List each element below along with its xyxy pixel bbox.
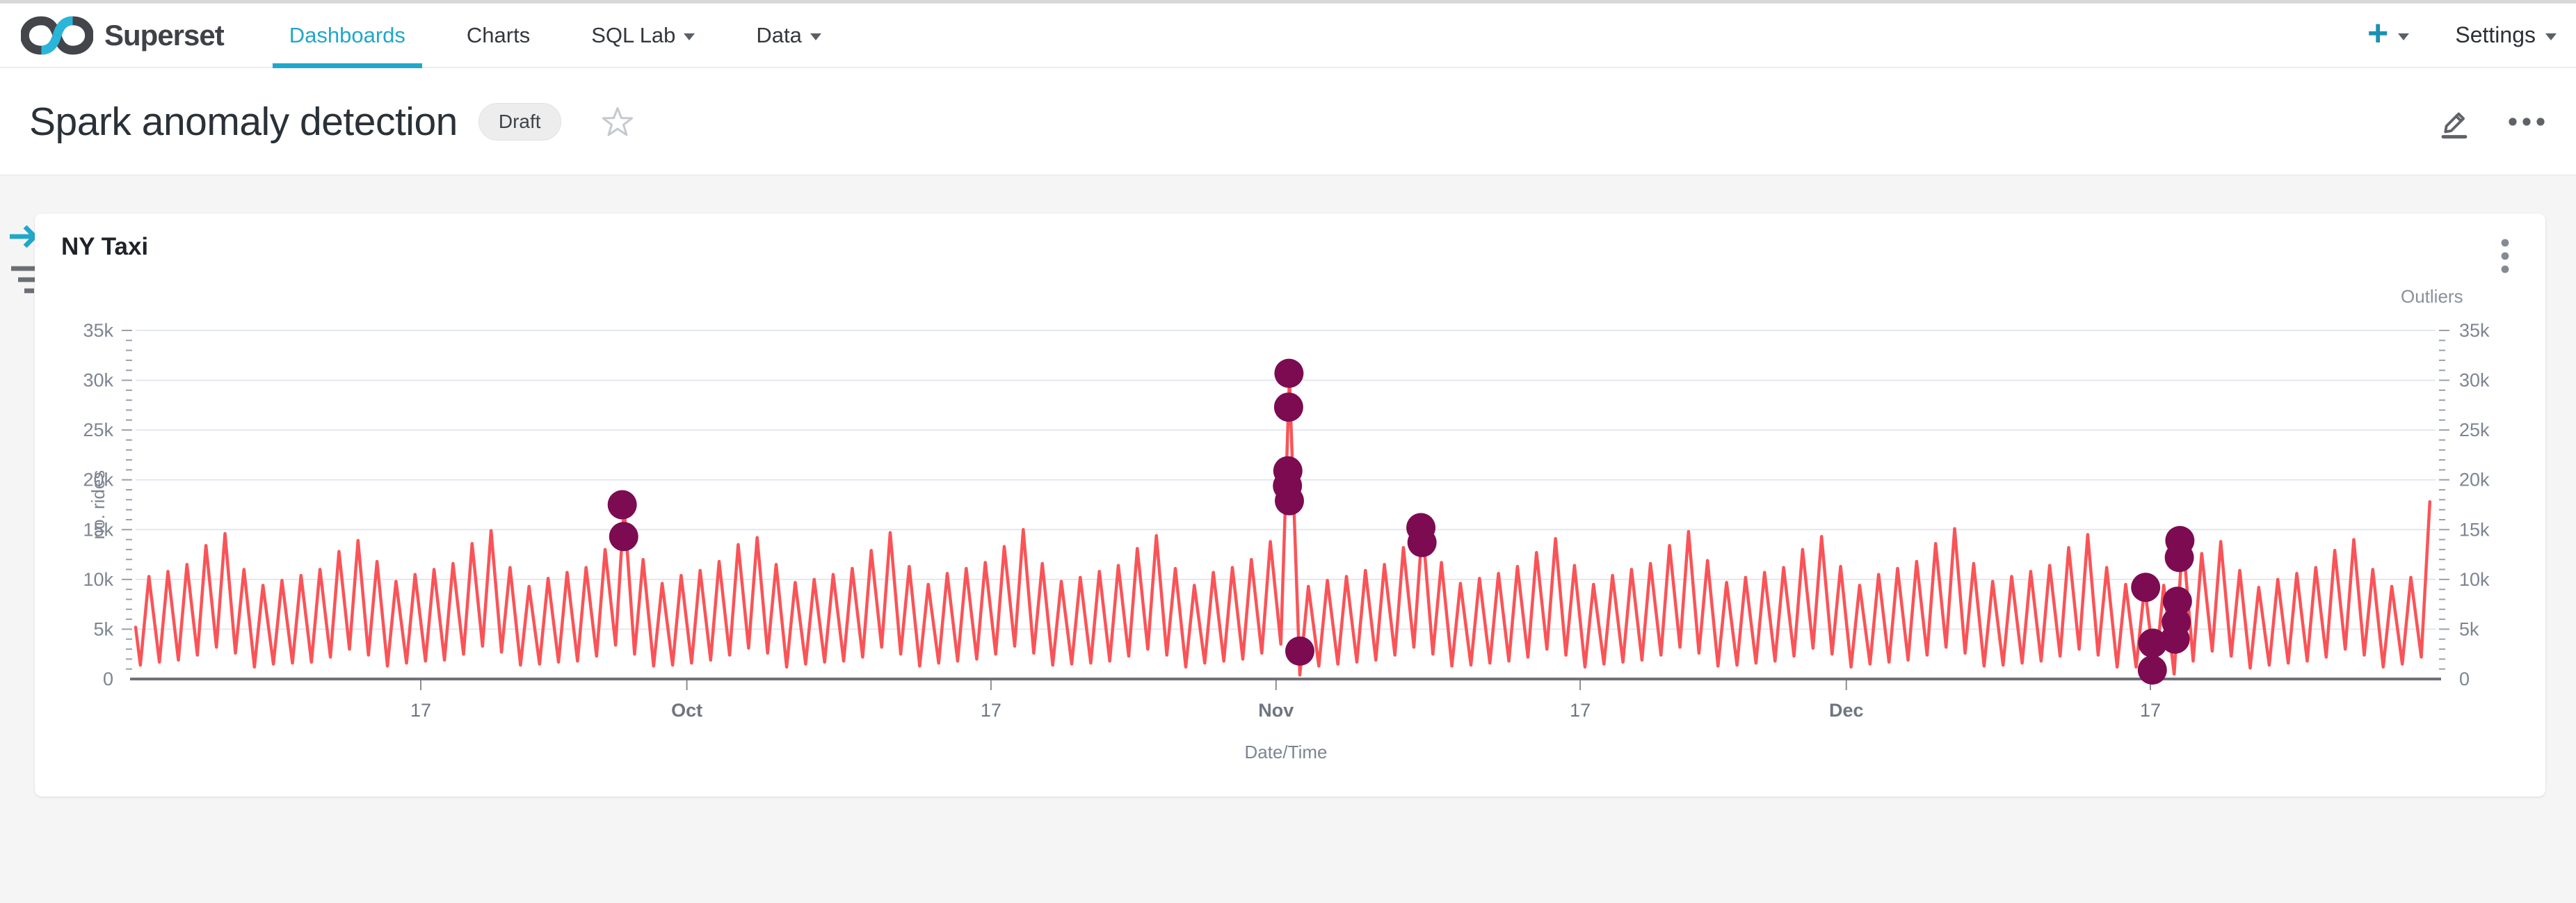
anomaly-outlier-dot [2162,607,2191,637]
x-tick-label: Nov [1258,700,1294,721]
x-tick-label: Dec [1829,700,1864,721]
brand-name: Superset [104,18,225,51]
y-tick-label-left: 5k [93,618,113,639]
right-axis-title: Outliers [2401,286,2463,307]
y-tick-label-right: 0 [2459,669,2470,689]
y-tick-label-right: 5k [2459,618,2479,639]
y-tick-label-right: 30k [2459,370,2490,391]
anomaly-outlier-dot [2131,573,2161,602]
favorite-star-button[interactable] [602,106,634,138]
nav-item-charts[interactable]: Charts [436,3,561,67]
chevron-down-icon [2398,33,2410,40]
settings-label: Settings [2455,22,2536,47]
superset-brand[interactable]: Superset [21,14,225,57]
y-tick-label-left: 20k [83,470,113,490]
anomaly-outlier-dot [607,490,637,520]
top-navbar: Superset Dashboards Charts SQL Lab Data … [0,3,2576,68]
anomaly-outlier-dot [1273,456,1303,486]
x-axis-title: Date/Time [1245,742,1328,762]
nav-item-label: Data [756,22,802,47]
nav-menu: Dashboards Charts SQL Lab Data [259,3,852,68]
chart-card-header: NY Taxi [35,214,2545,284]
plus-icon: + [2367,13,2389,54]
y-tick-label-left: 10k [83,569,113,590]
left-axis-title: no. rides [88,470,108,540]
nav-item-label: SQL Lab [591,22,676,47]
chart-options-button[interactable] [2493,233,2518,284]
x-tick-label: Oct [671,700,702,721]
anomaly-outlier-dot [609,522,638,552]
superset-logo-icon [21,16,93,54]
nytaxi-timeseries-chart[interactable]: 0 0 5k 5k 10k 10k 15k 15k 20k 20k 25k 25k 30k 30k 35k 3… [35,276,2545,791]
anomaly-outlier-dot [1275,486,1304,516]
y-tick-label-left: 0 [103,669,113,689]
y-tick-label-left: 25k [83,419,113,440]
ellipsis-icon [2509,117,2545,126]
window-top-strip [0,0,2576,3]
nav-item-dashboards[interactable]: Dashboards [259,3,436,68]
star-icon [602,106,633,136]
y-tick-label-right: 15k [2459,519,2490,540]
y-tick-label-right: 35k [2459,320,2490,341]
dashboard-body: NY Taxi 0 0 5k 5k 10k 10k 15k 15k 20k 20k 25k 25k 30… [0,175,2576,903]
anomaly-outlier-dot [2137,655,2167,685]
nav-item-sql-lab[interactable]: SQL Lab [561,3,725,67]
nav-item-label: Dashboards [289,22,405,47]
dashboard-actions [2437,104,2547,139]
status-badge: Draft [478,102,561,141]
settings-menu[interactable]: Settings [2455,22,2557,48]
x-tick-label: 17 [2140,700,2161,721]
dashboard-header: Spark anomaly detection Draft [0,68,2576,175]
chart-title: NY Taxi [61,233,149,260]
chart-card-ny-taxi: NY Taxi 0 0 5k 5k 10k 10k 15k 15k 20k 20k 25k 25k 30… [35,214,2545,797]
chevron-down-icon [684,33,695,40]
edit-dashboard-button[interactable] [2437,104,2472,139]
kebab-menu-icon [2501,239,2509,273]
chevron-down-icon [2545,33,2557,40]
anomaly-outlier-dot [2138,628,2168,658]
y-tick-label-right: 25k [2459,419,2490,440]
nav-right: + Settings [2367,15,2557,51]
edit-pencil-icon [2441,112,2468,138]
x-tick-label: 17 [981,700,1001,721]
nav-item-label: Charts [466,22,531,47]
y-tick-label-right: 10k [2459,569,2490,590]
chevron-down-icon [810,33,821,40]
y-tick-label-left: 35k [83,320,113,341]
new-item-button[interactable]: + [2367,15,2410,51]
y-tick-label-left: 30k [83,370,113,391]
y-tick-label-left: 15k [83,519,113,540]
x-tick-label: 17 [1570,700,1591,721]
rides-line-series [134,376,2432,677]
page-title: Spark anomaly detection [29,99,458,144]
anomaly-outlier-dot [1274,358,1304,388]
more-options-button[interactable] [2506,115,2547,128]
anomaly-outlier-dot [1407,527,1437,557]
nav-item-data[interactable]: Data [725,3,851,67]
anomaly-outlier-dot [2162,586,2192,616]
y-tick-label-right: 20k [2459,470,2490,490]
anomaly-outlier-dot [1285,636,1314,666]
x-tick-label: 17 [410,700,431,721]
anomaly-outlier-dot [2165,526,2195,555]
anomaly-outlier-dot [1273,392,1303,422]
